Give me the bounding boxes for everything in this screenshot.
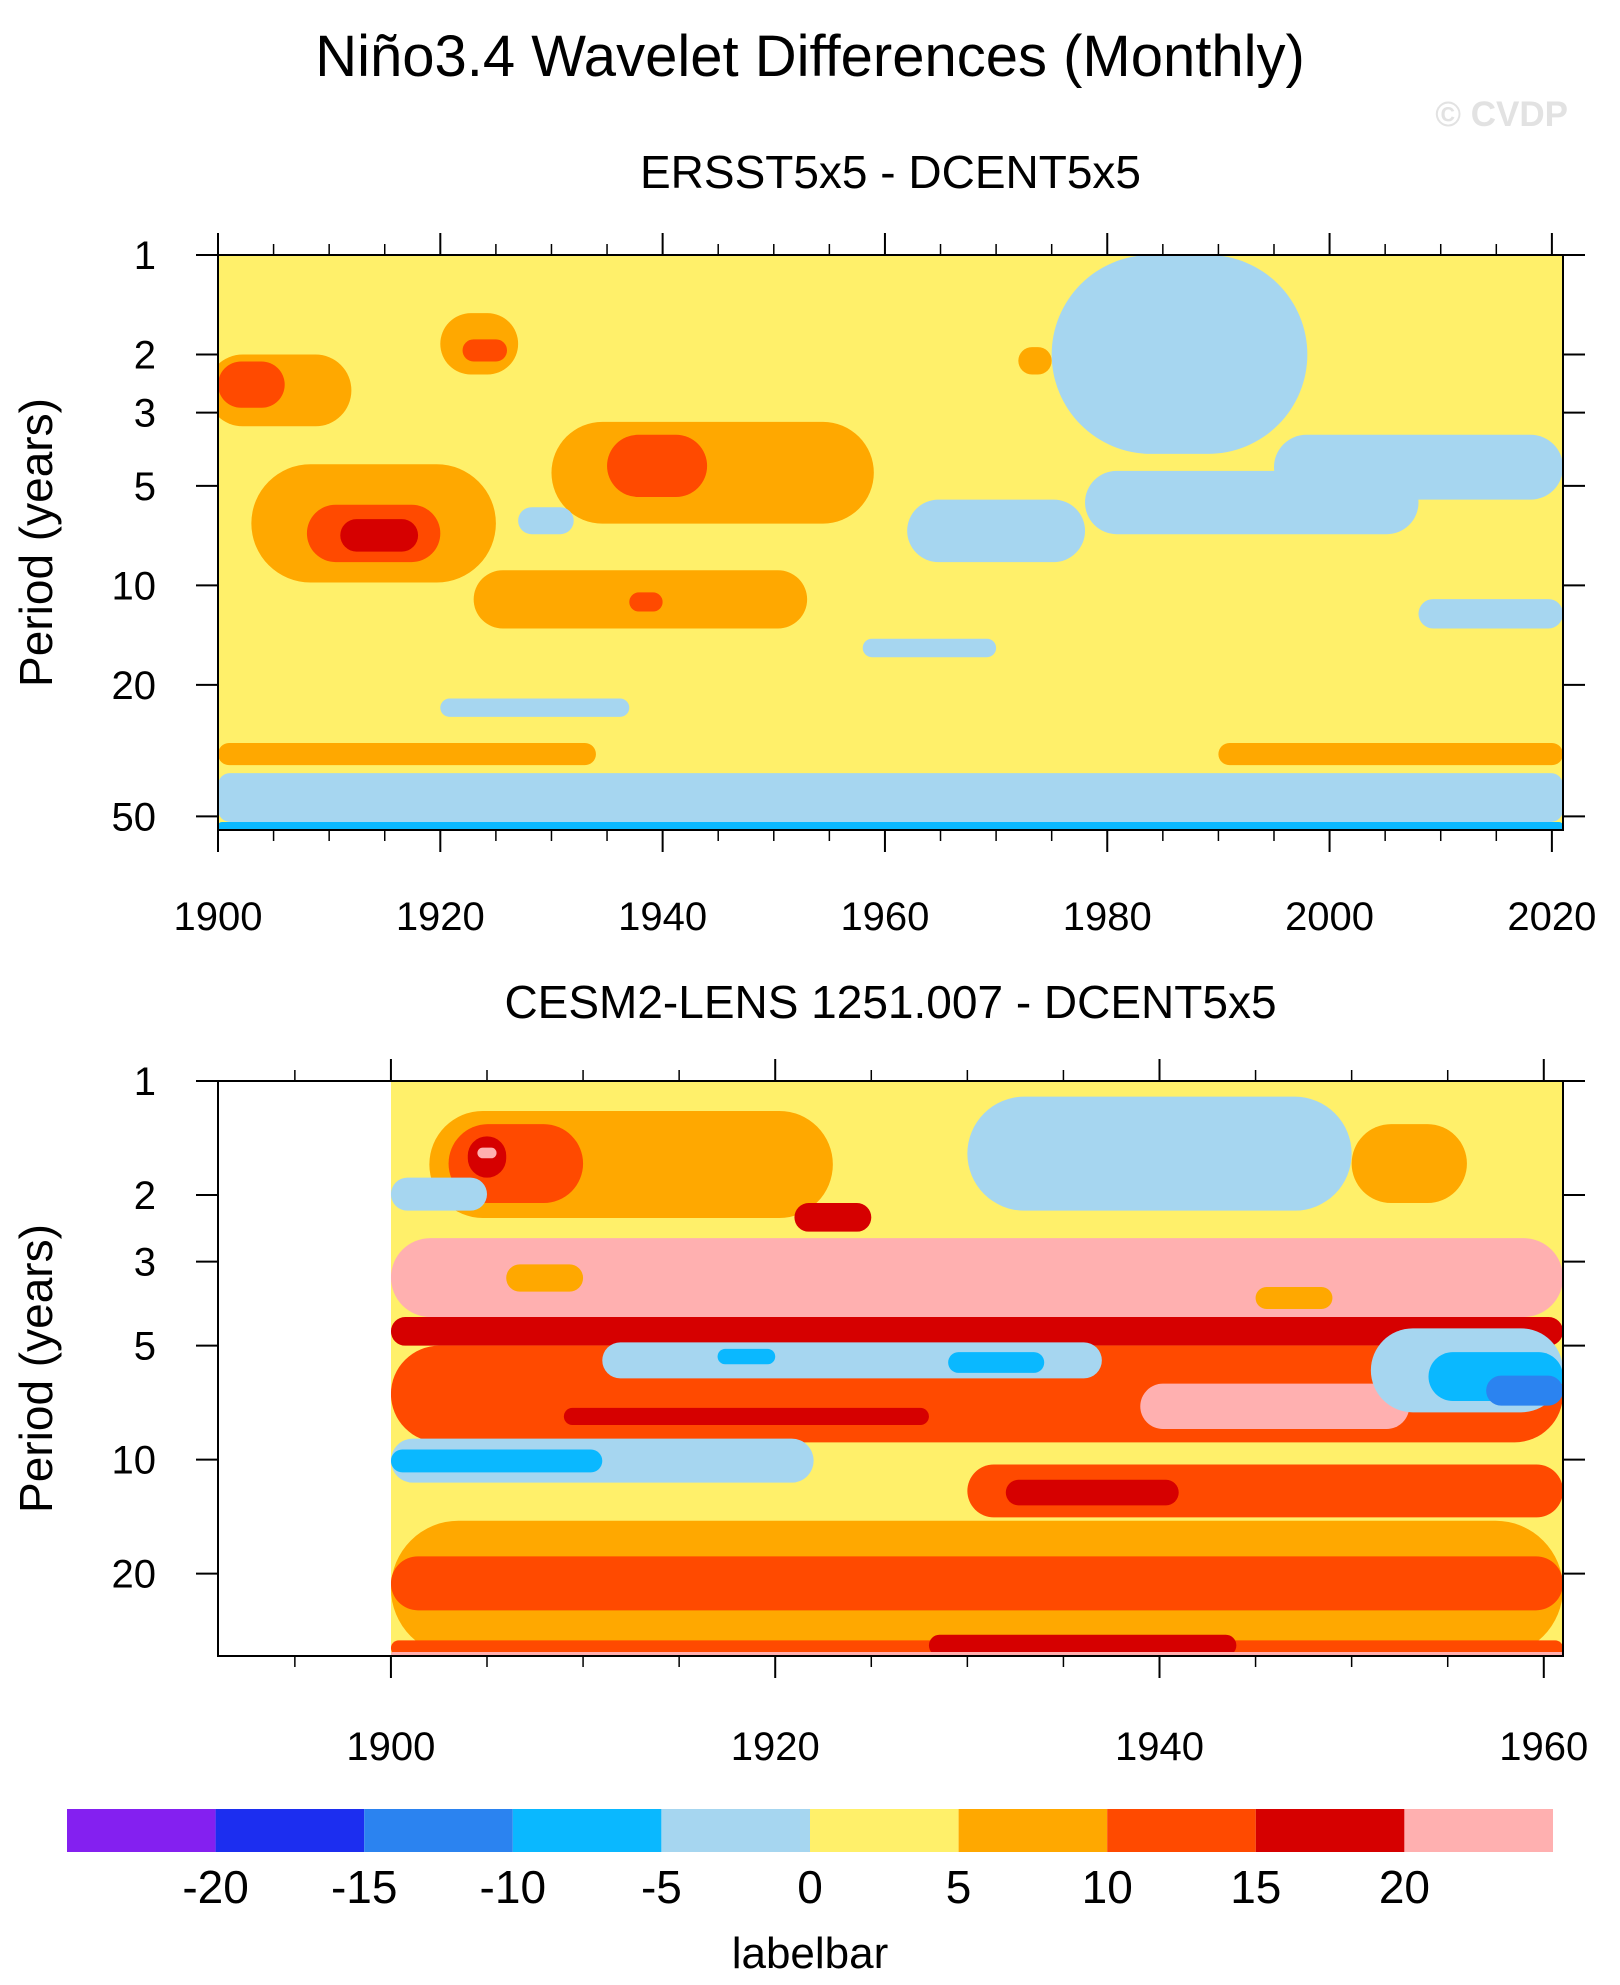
y-tick-label: 2 (134, 1174, 156, 1218)
labelbar-tick-label: 15 (1230, 1861, 1281, 1913)
y-tick-label: 20 (112, 1553, 157, 1597)
contour-region (218, 743, 596, 766)
x-tick-label: 1980 (1063, 895, 1152, 939)
labelbar-tick-label: 10 (1082, 1861, 1133, 1913)
y-tick-label: 1 (134, 234, 156, 278)
contour-region (717, 1348, 776, 1365)
labelbar-box (1107, 1809, 1256, 1852)
labelbar-box (810, 1809, 959, 1852)
x-tick-label: 1900 (174, 895, 263, 939)
contour-region (506, 1264, 584, 1292)
contour-region (462, 339, 508, 362)
labelbar-tick-label: 20 (1379, 1861, 1430, 1913)
y-tick-label: 2 (134, 333, 156, 377)
contour-region (928, 1634, 1237, 1656)
labelbar-box (512, 1809, 662, 1852)
labelbar-box (215, 1809, 365, 1852)
contour-region (218, 361, 285, 408)
contour-region (390, 1651, 1563, 1656)
panel-title: ERSST5x5 - DCENT5x5 (640, 146, 1141, 198)
watermark: © CVDP (1435, 95, 1568, 134)
labelbar-box (1255, 1809, 1405, 1852)
contour-region (218, 773, 1563, 822)
contour-region (862, 638, 997, 658)
y-tick-label: 1 (134, 1060, 156, 1104)
contour-region (551, 421, 874, 524)
heatmap-field (390, 1081, 1563, 1656)
panel-title: CESM2-LENS 1251.007 - DCENT5x5 (504, 976, 1276, 1028)
contour-region (1218, 743, 1563, 766)
contour-region (629, 592, 663, 612)
labelbar-tick-label: -15 (331, 1861, 397, 1913)
labelbar-box (1404, 1809, 1553, 1852)
y-tick-label: 3 (134, 392, 156, 436)
labelbar-tick-label: -20 (182, 1861, 248, 1913)
y-tick-label: 10 (112, 564, 157, 608)
y-tick-label: 5 (134, 1325, 156, 1369)
contour-region (390, 1177, 487, 1211)
x-tick-label: 1920 (396, 895, 485, 939)
labelbar-title: labelbar (732, 1929, 889, 1978)
contour-region (1351, 1124, 1467, 1204)
panel-cesm2-lens: CESM2-LENS 1251.007 - DCENT5x5 1900 1920 19… (10, 976, 1588, 1769)
x-tick-label: 1940 (618, 895, 707, 939)
contour-region (907, 499, 1086, 563)
labelbar-tick-label: -10 (480, 1861, 546, 1913)
labelbar-box (958, 1809, 1108, 1852)
labelbar-tick-label: -5 (641, 1861, 682, 1913)
plot-frame (217, 254, 1564, 831)
heatmap-field (218, 255, 1563, 830)
contour-region (794, 1203, 872, 1232)
contour-region (948, 1352, 1045, 1373)
y-tick-label: 5 (134, 465, 156, 509)
contour-region (1418, 599, 1563, 629)
y-tick-label: 3 (134, 1241, 156, 1285)
figure-title: Niño3.4 Wavelet Differences (Monthly) (315, 24, 1305, 89)
contour-region (1140, 1383, 1410, 1430)
x-tick-label: 1960 (840, 895, 929, 939)
x-tick-label: 2020 (1507, 895, 1596, 939)
contour-region (1005, 1479, 1179, 1506)
y-tick-label: 50 (112, 795, 157, 839)
contour-region (967, 1096, 1352, 1211)
contour-region (440, 698, 630, 717)
contour-region (390, 1449, 603, 1473)
contour-region (563, 1407, 929, 1426)
y-tick-label: 20 (112, 664, 157, 708)
labelbar-box (364, 1809, 513, 1852)
contour-region (1255, 1287, 1333, 1309)
panel-ersst: ERSST5x5 - DCENT5x5 1900 1920 1940 1960 1980 2… (10, 146, 1596, 939)
y-axis-label: Period (years) (10, 1224, 62, 1513)
contour-region (1486, 1375, 1563, 1406)
x-tick-label: 1940 (1115, 1725, 1204, 1769)
y-axis-label: Period (years) (10, 398, 62, 687)
labelbar-box (661, 1809, 810, 1852)
x-tick-label: 1900 (346, 1725, 435, 1769)
contour-region (1051, 255, 1308, 454)
contour-region (1273, 434, 1563, 500)
labelbar-tick-label: 0 (797, 1861, 823, 1913)
y-tick-label: 10 (112, 1439, 157, 1483)
contour-region (518, 507, 574, 535)
x-tick-label: 1960 (1499, 1725, 1588, 1769)
labelbar-box (67, 1809, 216, 1852)
labelbar-tick-label: 5 (946, 1861, 972, 1913)
contour-region (1018, 347, 1052, 375)
contour-region (607, 434, 708, 497)
x-tick-label: 2000 (1285, 895, 1374, 939)
contour-region (340, 519, 419, 552)
labelbar: -20 -15 -10 -5 0 5 10 15 20 labelbar (67, 1809, 1553, 1978)
contour-region (477, 1147, 497, 1159)
contour-region (390, 1316, 1563, 1346)
x-tick-label: 1920 (731, 1725, 820, 1769)
contour-region (390, 1556, 1563, 1611)
plot-frame (217, 1080, 1564, 1657)
contour-region (218, 821, 1563, 830)
